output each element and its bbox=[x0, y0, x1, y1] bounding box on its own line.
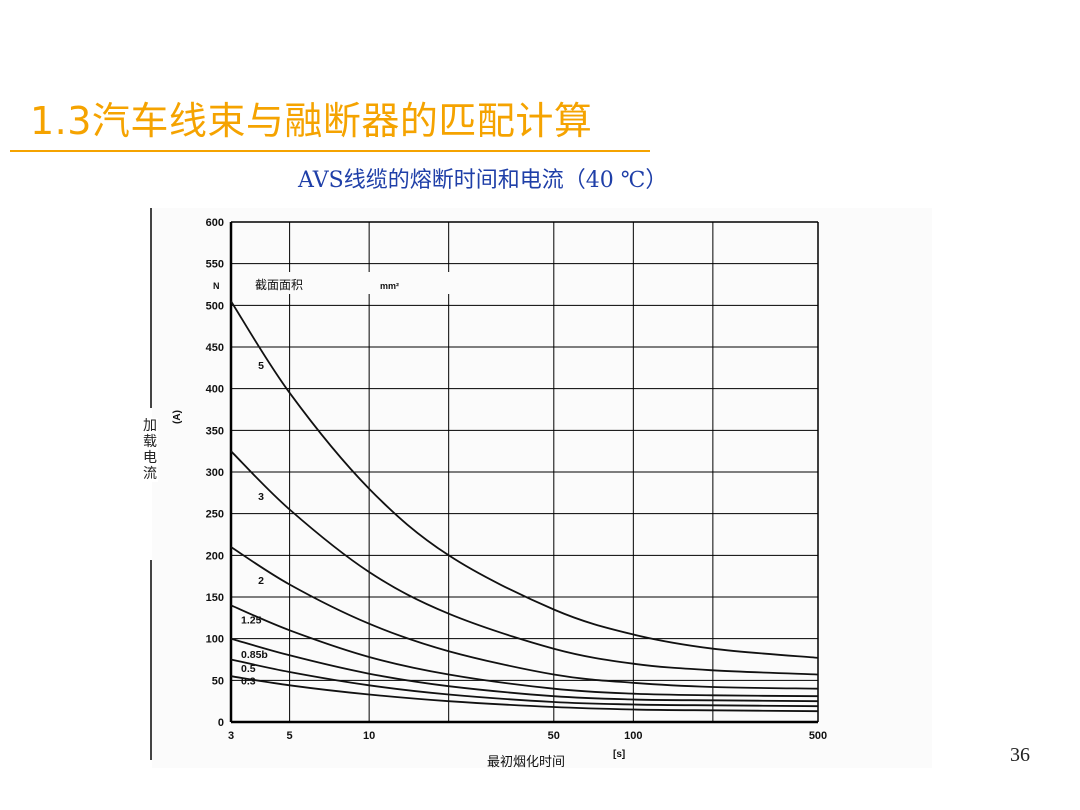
scan-divider-top bbox=[150, 208, 152, 408]
y-tick-label: 0 bbox=[218, 717, 224, 729]
y-tick-label: 450 bbox=[206, 342, 224, 354]
chart-subtitle: AVS线缆的熔断时间和电流（40 ℃） bbox=[298, 168, 668, 193]
x-axis-label: [s] bbox=[613, 749, 625, 760]
x-tick-label: 3 bbox=[228, 730, 234, 742]
series-labels: 5 3 2 1.25 0.85b 0.50.3 bbox=[241, 360, 268, 688]
x-axis-label-cn: 最初烟化时间 bbox=[487, 755, 565, 770]
series-curve-3 bbox=[230, 450, 819, 676]
series-label: 0.5 bbox=[241, 663, 256, 675]
series-curve-2 bbox=[230, 546, 819, 690]
title-underline bbox=[10, 150, 650, 152]
slide-title: 1.3汽车线束与融断器的匹配计算 bbox=[30, 99, 593, 143]
y-tick-label: 200 bbox=[206, 550, 224, 562]
series-label: 0.3 bbox=[241, 676, 256, 688]
series-label: 3 bbox=[258, 491, 264, 503]
y-corner-label: N bbox=[213, 281, 220, 291]
x-tick-label: 500 bbox=[809, 730, 827, 742]
page-number: 36 bbox=[1010, 744, 1030, 766]
legend-unit: mm² bbox=[380, 281, 399, 291]
series-curve-5 bbox=[230, 300, 819, 659]
y-tick-label: 150 bbox=[206, 592, 224, 604]
y-tick-label: 250 bbox=[206, 509, 224, 521]
y-tick-label: 100 bbox=[206, 634, 224, 646]
series-label: 5 bbox=[258, 360, 264, 372]
y-tick-label: 50 bbox=[212, 675, 224, 687]
series-curve-0.85b bbox=[230, 637, 819, 703]
series-curve-0.5 bbox=[230, 658, 819, 708]
y-tick-label: 600 bbox=[206, 217, 224, 229]
x-tick-label: 50 bbox=[548, 730, 560, 742]
x-tick-label: 10 bbox=[363, 730, 375, 742]
series-label: 1.25 bbox=[241, 615, 262, 627]
series-label: 2 bbox=[258, 575, 264, 587]
series-curve-1.25 bbox=[230, 604, 819, 698]
y-tick-label: 400 bbox=[206, 384, 224, 396]
y-axis-label-cn: 加载电流 bbox=[142, 418, 158, 482]
curves bbox=[230, 300, 819, 713]
scan-divider-bottom bbox=[150, 560, 152, 760]
legend-header-bg bbox=[234, 272, 534, 294]
x-tick-label: 100 bbox=[624, 730, 642, 742]
series-label: 0.85b bbox=[241, 649, 268, 661]
y-tick-label: 300 bbox=[206, 467, 224, 479]
y-tick-label: 550 bbox=[206, 259, 224, 271]
y-axis-label: (A) bbox=[172, 410, 183, 424]
y-tick-label: 350 bbox=[206, 425, 224, 437]
legend-title: 截面面积 bbox=[255, 278, 303, 292]
x-tick-label: 5 bbox=[287, 730, 293, 742]
y-tick-label: 500 bbox=[206, 300, 224, 312]
series-curve-0.3 bbox=[230, 675, 819, 713]
